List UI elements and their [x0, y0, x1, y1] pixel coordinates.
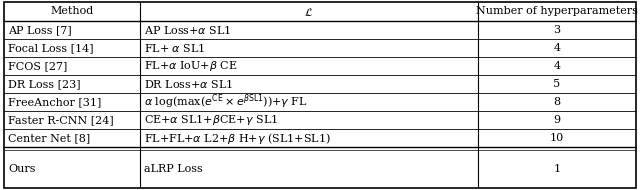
Text: 4: 4: [554, 43, 561, 53]
Text: Ours: Ours: [8, 164, 35, 174]
Text: 5: 5: [554, 79, 561, 89]
Text: DR Loss+$\alpha$ SL1: DR Loss+$\alpha$ SL1: [144, 78, 233, 90]
Text: 4: 4: [554, 61, 561, 71]
Text: DR Loss [23]: DR Loss [23]: [8, 79, 81, 89]
Text: aLRP Loss: aLRP Loss: [144, 164, 203, 174]
Text: AP Loss+$\alpha$ SL1: AP Loss+$\alpha$ SL1: [144, 24, 231, 36]
Text: Focal Loss [14]: Focal Loss [14]: [8, 43, 93, 53]
Text: AP Loss [7]: AP Loss [7]: [8, 25, 72, 35]
Text: Number of hyperparameters: Number of hyperparameters: [476, 6, 638, 17]
Text: Method: Method: [51, 6, 93, 17]
Text: FCOS [27]: FCOS [27]: [8, 61, 67, 71]
Text: FreeAnchor [31]: FreeAnchor [31]: [8, 97, 101, 107]
Text: 8: 8: [554, 97, 561, 107]
Text: FL+ $\alpha$ SL1: FL+ $\alpha$ SL1: [144, 42, 205, 54]
Text: Center Net [8]: Center Net [8]: [8, 133, 90, 143]
Text: $\mathcal{L}$: $\mathcal{L}$: [304, 6, 314, 17]
Text: CE+$\alpha$ SL1+$\beta$CE+$\gamma$ SL1: CE+$\alpha$ SL1+$\beta$CE+$\gamma$ SL1: [144, 113, 278, 127]
Text: FL+FL+$\alpha$ L2+$\beta$ H+$\gamma$ (SL1+SL1): FL+FL+$\alpha$ L2+$\beta$ H+$\gamma$ (SL…: [144, 131, 330, 146]
Text: $\alpha$ log(max($e^{\mathrm{CE}}\times e^{\beta\mathrm{SL1}}$))+$\gamma$ FL: $\alpha$ log(max($e^{\mathrm{CE}}\times …: [144, 93, 308, 111]
Text: Faster R-CNN [24]: Faster R-CNN [24]: [8, 115, 114, 125]
Text: 9: 9: [554, 115, 561, 125]
Text: 1: 1: [554, 164, 561, 174]
Text: FL+$\alpha$ IoU+$\beta$ CE: FL+$\alpha$ IoU+$\beta$ CE: [144, 59, 237, 73]
Text: 10: 10: [550, 133, 564, 143]
Text: 3: 3: [554, 25, 561, 35]
